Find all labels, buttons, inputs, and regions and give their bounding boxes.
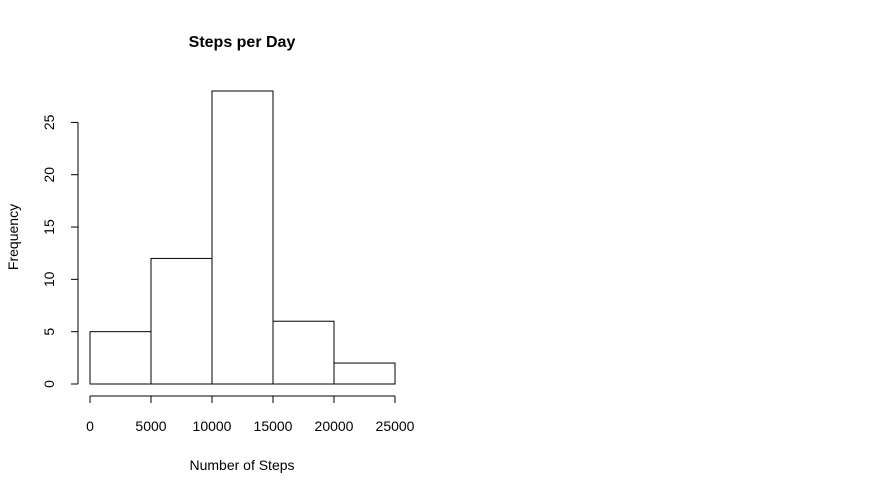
- y-tick-label-0: 0: [41, 380, 57, 388]
- histogram-bars: [89, 90, 396, 385]
- histogram-bar-1: [150, 257, 213, 385]
- histogram-bar-4: [333, 362, 396, 385]
- y-tick-label-1: 5: [41, 328, 57, 336]
- y-axis-label: Frequency: [5, 204, 21, 270]
- x-axis: 0 5000 10000 15000 20000 25000: [86, 395, 415, 434]
- chart-title: Steps per Day: [189, 34, 296, 51]
- histogram-bar-0: [89, 331, 152, 385]
- x-tick-label-2: 10000: [193, 418, 232, 434]
- y-tick-label-2: 10: [41, 271, 57, 287]
- x-tick-label-1: 5000: [135, 418, 166, 434]
- y-axis: 0 5 10 15 20 25: [41, 114, 79, 388]
- y-tick-label-5: 25: [41, 114, 57, 130]
- x-tick-label-3: 15000: [254, 418, 293, 434]
- histogram-bar-3: [272, 320, 335, 385]
- y-tick-label-3: 15: [41, 219, 57, 235]
- x-tick-label-5: 25000: [376, 418, 415, 434]
- histogram-bar-2: [211, 90, 274, 385]
- x-axis-label: Number of Steps: [189, 457, 294, 473]
- x-tick-label-0: 0: [86, 418, 94, 434]
- x-tick-label-4: 20000: [315, 418, 354, 434]
- y-tick-label-4: 20: [41, 167, 57, 183]
